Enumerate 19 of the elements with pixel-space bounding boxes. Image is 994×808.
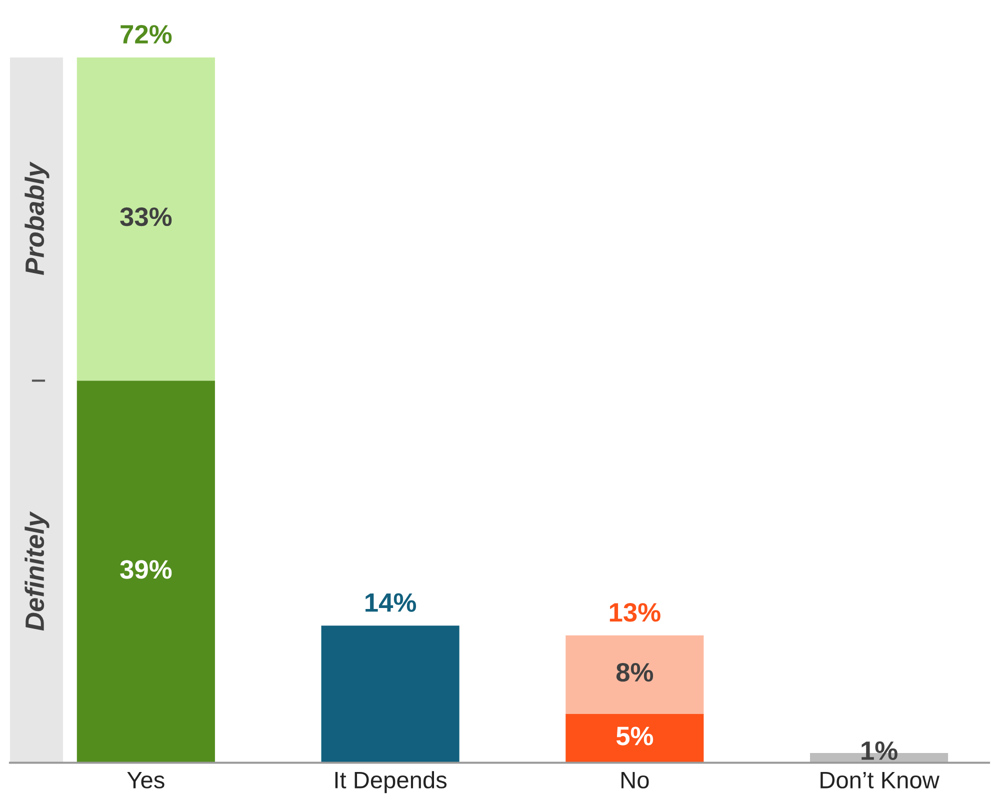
data-label: 39% — [120, 560, 172, 579]
total-label: 14% — [366, 593, 416, 612]
data-label: 33% — [120, 207, 172, 226]
bar — [76, 57, 215, 381]
annotation: Probably — [24, 161, 50, 276]
x-tick-label: No — [622, 772, 649, 788]
bar — [76, 380, 215, 763]
x-tick-label: Yes — [127, 772, 164, 788]
bar — [566, 635, 704, 714]
total-label: 72% — [120, 25, 172, 44]
annotation: Definitely — [24, 511, 50, 631]
total-label: 13% — [610, 603, 660, 622]
x-tick-label: Don’t Know — [820, 772, 940, 788]
bar — [321, 626, 460, 763]
data-label: 1% — [862, 741, 898, 760]
data-label: 5% — [616, 726, 654, 746]
bar — [566, 714, 704, 763]
data-label: 8% — [616, 662, 654, 682]
x-tick-label: It Depends — [335, 771, 447, 794]
